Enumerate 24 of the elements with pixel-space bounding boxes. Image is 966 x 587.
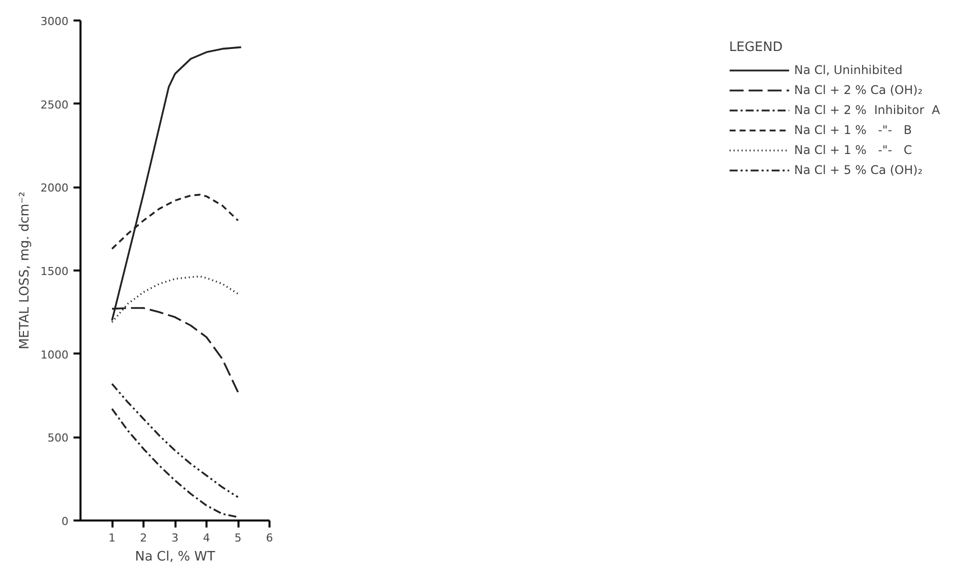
y-tick-label: 1000	[40, 348, 69, 362]
x-tick-label: 6	[266, 532, 273, 544]
y-tick-label: 3000	[40, 15, 69, 28]
line-series	[111, 382, 239, 498]
legend-label: Na Cl + 2 % Inhibitor A	[794, 103, 940, 117]
x-tick-label: 1	[108, 532, 116, 544]
legend-label: Na Cl + 2 % Ca (OH)₂	[794, 83, 923, 97]
y-tick-label: 2000	[40, 182, 69, 195]
x-axis-title: Na Cl, % WT	[134, 550, 216, 564]
line-series	[111, 408, 239, 518]
legend-title: LEGEND	[729, 40, 784, 55]
legend-label: Na Cl + 1 % -"- B	[794, 123, 912, 137]
y-tick-label: 500	[48, 432, 69, 445]
y-tick-label: 2500	[40, 98, 69, 112]
legend-label: Na Cl, Uninhibited	[794, 63, 903, 77]
x-tick-label: 3	[172, 532, 178, 544]
y-tick-label: 0	[62, 515, 68, 528]
legend-label: Na Cl + 5 % Ca (OH)₂	[794, 163, 923, 177]
x-tick-label: 5	[234, 532, 242, 544]
x-tick-label: 2	[140, 532, 147, 544]
x-tick-label: 4	[203, 532, 210, 544]
y-axis-title: METAL LOSS, mg. dcm⁻²	[18, 192, 33, 350]
legend-label: Na Cl + 1 % -"- C	[794, 143, 912, 157]
y-tick-label: 1500	[40, 265, 69, 278]
